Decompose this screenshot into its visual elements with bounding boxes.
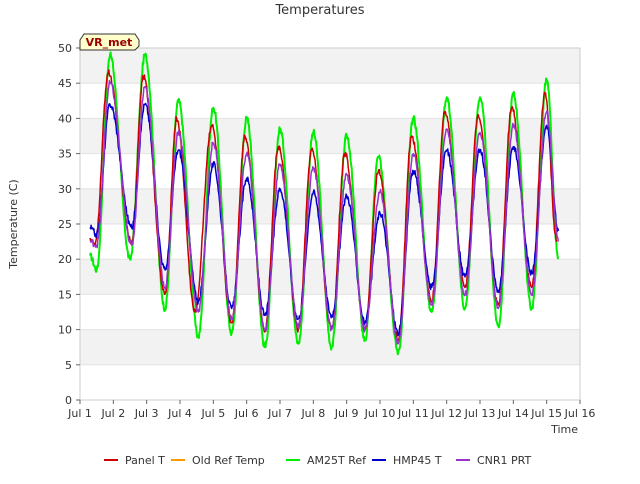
annotation-box bbox=[79, 33, 140, 51]
annotation-label: VR_met bbox=[86, 36, 133, 49]
x-tick-label: Jul 4 bbox=[167, 407, 192, 420]
legend-label-am25t-ref: AM25T Ref bbox=[307, 454, 367, 467]
vr-met-annotation: VR_met bbox=[79, 33, 140, 51]
y-tick-label: 40 bbox=[58, 112, 72, 125]
legend-label-hmp45-t: HMP45 T bbox=[393, 454, 442, 467]
series-line-cnr1-prt bbox=[89, 80, 560, 345]
x-tick-label: Jul 7 bbox=[267, 407, 292, 420]
x-tick-label: Jul 3 bbox=[134, 407, 159, 420]
x-tick-label: Jul 2 bbox=[100, 407, 125, 420]
legend-label-cnr1-prt: CNR1 PRT bbox=[477, 454, 532, 467]
y-tick-label: 5 bbox=[65, 359, 72, 372]
x-tick-label: Jul 14 bbox=[497, 407, 529, 420]
grid-band bbox=[80, 259, 580, 295]
x-tick-label: Jul 11 bbox=[397, 407, 429, 420]
x-tick-label: Jul 13 bbox=[464, 407, 496, 420]
x-tick-label: Jul 9 bbox=[334, 407, 359, 420]
grid-band bbox=[80, 118, 580, 154]
y-tick-label: 35 bbox=[58, 148, 72, 161]
x-tick-label: Jul 15 bbox=[530, 407, 562, 420]
y-tick-label: 10 bbox=[58, 324, 72, 337]
y-tick-label: 25 bbox=[58, 218, 72, 231]
y-axis-label: Temperature (C) bbox=[7, 179, 20, 269]
x-axis-ticks: Jul 1 Jul 2 Jul 3 Jul 4 Jul 5 Jul 6 Jul 7 Jul 8… bbox=[67, 400, 595, 420]
grid-band bbox=[80, 48, 580, 84]
chart-title: Temperatures bbox=[274, 3, 364, 18]
y-axis-ticks: 0 5 10 15 20 25 30 35 40 45 50 bbox=[58, 42, 80, 407]
x-tick-label: Jul 5 bbox=[200, 407, 225, 420]
x-axis-label: Time bbox=[550, 423, 578, 436]
y-tick-label: 0 bbox=[65, 394, 72, 407]
grid-band bbox=[80, 188, 580, 224]
x-tick-label: Jul 16 bbox=[564, 407, 596, 420]
legend-label-panel-t: Panel T bbox=[125, 454, 165, 467]
grid-bands bbox=[80, 47, 580, 401]
x-tick-label: Jul 8 bbox=[300, 407, 325, 420]
legend: Panel T Old Ref Temp AM25T Ref HMP45 T CNR1 … bbox=[104, 454, 532, 467]
y-tick-label: 20 bbox=[58, 253, 72, 266]
series-lines bbox=[89, 51, 560, 356]
x-tick-label: Jul 12 bbox=[430, 407, 462, 420]
x-tick-label: Jul 1 bbox=[67, 407, 92, 420]
y-tick-label: 50 bbox=[58, 42, 72, 55]
x-tick-label: Jul 10 bbox=[364, 407, 396, 420]
legend-label-old-ref-temp: Old Ref Temp bbox=[192, 454, 265, 467]
x-tick-label: Jul 6 bbox=[234, 407, 259, 420]
y-tick-label: 45 bbox=[58, 77, 72, 90]
y-tick-label: 30 bbox=[58, 183, 72, 196]
y-tick-label: 15 bbox=[58, 288, 72, 301]
